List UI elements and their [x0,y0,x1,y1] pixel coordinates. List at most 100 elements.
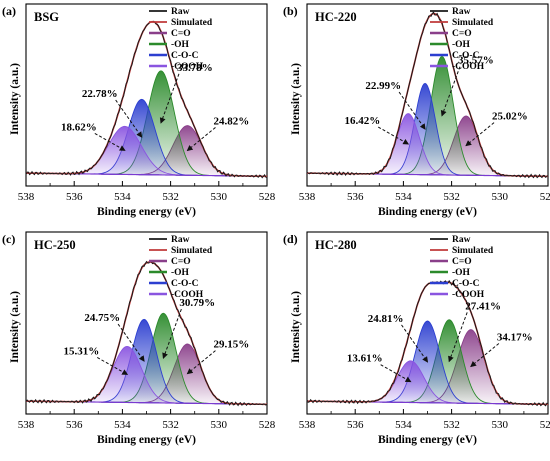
raw-line [306,11,549,179]
panel-letter: (b) [283,4,298,18]
x-tick-label: 536 [66,191,83,203]
callout-arrow [448,312,468,363]
legend-label: Raw [171,235,190,245]
peak-percentage-label: 22.99% [365,80,401,92]
x-tick-label: 534 [114,191,131,203]
legend-label: Raw [452,7,471,17]
callout-arrow [470,343,500,368]
x-axis-label: Binding energy (eV) [97,206,196,218]
x-tick-label: 538 [299,419,316,431]
x-tick-label: 530 [492,419,509,431]
legend-label: Simulated [171,18,213,28]
x-axis-label: Binding energy (eV) [378,434,477,446]
panel-2: 538 536 534 532 530 528 Binding energy (eV) Int… [283,3,550,218]
legend-label: C=O [171,257,191,267]
x-tick-label: 536 [66,419,83,431]
peak-percentage-label: 33.78% [177,62,213,74]
callout-arrow [401,324,429,363]
panel-title: HC-280 [315,238,357,252]
callout-arrow [440,66,461,117]
panel-title: BSG [34,10,59,24]
panel-title: HC-250 [34,238,76,252]
legend-label: C=O [452,29,472,39]
legend-label: -COOH [171,62,204,72]
peak-percentage-label: 30.79% [179,297,215,309]
legend-label: C-O-C [171,279,199,289]
x-tick-label: 532 [443,191,460,203]
x-tick-label: 536 [347,419,364,431]
raw-line [306,279,549,407]
x-tick-label: 532 [162,191,179,203]
y-axis-label: Intensity (a.u.) [290,291,302,363]
legend-label: Simulated [452,18,494,28]
legend-label: C-O-C [452,279,480,289]
callout-arrow [186,127,216,152]
panel-letter: (c) [2,232,15,246]
x-tick-label: 532 [162,419,179,431]
peak-percentage-label: 22.78% [82,88,118,100]
peak-percentage-label: 29.15% [213,339,249,351]
callout-arrow [117,323,145,362]
peak-percentage-label: 16.42% [344,115,380,127]
legend-label: -OH [452,268,471,278]
legend-label: C-O-C [452,51,480,61]
legend-label: -COOH [171,290,204,300]
x-tick-label: 528 [540,191,550,203]
x-tick-label: 530 [492,191,509,203]
panel-title: HC-220 [315,10,357,24]
callout-arrow [94,132,126,151]
x-tick-label: 528 [259,191,276,203]
peak-percentage-label: 18.62% [61,121,97,133]
x-tick-label: 534 [395,419,412,431]
callout-arrow [162,308,182,360]
peak-percentage-label: 34.17% [497,331,533,343]
x-tick-label: 538 [299,191,316,203]
peak-percentage-label: 25.02% [492,111,528,123]
peak-percentage-label: 24.82% [213,115,249,127]
x-tick-label: 528 [259,419,276,431]
legend-label: -COOH [452,62,485,72]
raw-line [25,260,268,407]
x-tick-label: 532 [443,419,460,431]
callout-arrow [398,91,426,130]
panel-3: 538 536 534 532 530 528 Binding energy (eV) Int… [2,231,276,446]
callout-arrow [377,126,410,145]
raw-line [25,20,268,179]
callout-arrow [96,356,129,375]
peak-percentage-label: 24.75% [84,312,120,324]
x-axis-label: Binding energy (eV) [97,434,196,446]
x-tick-label: 534 [395,191,412,203]
callout-arrow [186,350,216,375]
callout-arrow [115,99,143,138]
x-tick-label: 528 [540,419,550,431]
x-tick-label: 538 [18,191,35,203]
x-tick-label: 530 [211,419,228,431]
peak-percentage-label: 27.41% [465,300,501,312]
legend-label: -OH [171,268,190,278]
legend-label: -OH [452,40,471,50]
callout-arrow [380,364,412,383]
peak-percentage-label: 24.81% [368,313,404,325]
x-tick-label: 538 [18,419,35,431]
peak-percentage-label: 13.61% [347,353,383,365]
x-tick-label: 530 [211,191,228,203]
panel-1: 538 536 534 532 530 528 Binding energy (eV) Int… [2,3,276,218]
y-axis-label: Intensity (a.u.) [290,63,302,135]
panel-4: 538 536 534 532 530 528 Binding energy (eV) Int… [283,231,550,446]
peak-percentage-label: 35.57% [458,55,494,67]
panel-letter: (a) [2,4,16,18]
x-tick-label: 536 [347,191,364,203]
legend-label: Simulated [171,246,213,256]
legend-label: C=O [452,257,472,267]
legend-label: C-O-C [171,51,199,61]
panel-letter: (d) [283,232,298,246]
legend-label: Simulated [452,246,494,256]
y-axis-label: Intensity (a.u.) [9,63,21,135]
legend-label: C=O [171,29,191,39]
legend-label: Raw [452,235,471,245]
peak-percentage-label: 15.31% [63,345,99,357]
legend-label: -COOH [452,290,485,300]
callout-arrow [159,73,180,124]
